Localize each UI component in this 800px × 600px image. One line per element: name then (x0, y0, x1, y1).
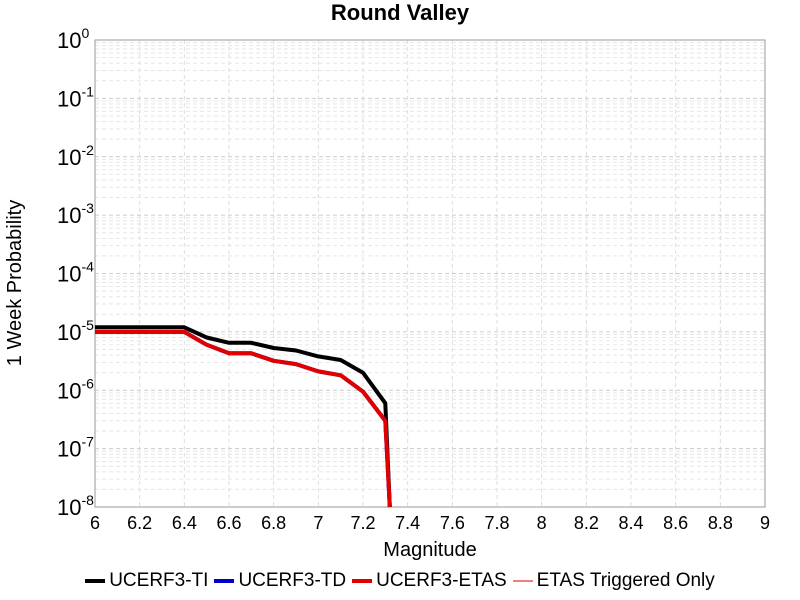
legend-label-ucerf3-td: UCERF3-TD (238, 570, 347, 591)
x-tick-label: 7 (313, 513, 323, 533)
y-tick-label: 10-3 (57, 200, 94, 228)
x-tick-label: 7.6 (440, 513, 465, 533)
legend-label-ucerf3-etas: UCERF3-ETAS (376, 570, 507, 591)
legend-item-etas-triggered: ETAS Triggered Only (512, 570, 715, 592)
series-line-ucerf3-ti (95, 325, 392, 508)
x-tick-label: 9 (760, 513, 770, 533)
legend-swatch-ucerf3-ti (85, 579, 106, 583)
legend-swatch-ucerf3-td (214, 579, 235, 583)
plot-area-frame (94, 39, 766, 508)
y-tick-label: 10-8 (57, 492, 94, 520)
x-tick-label: 8.8 (708, 513, 733, 533)
legend-item-ucerf3-etas: UCERF3-ETAS (352, 570, 507, 592)
grid-lines (95, 40, 765, 508)
y-tick-label: 10-5 (57, 317, 94, 345)
legend-item-ucerf3-ti: UCERF3-TI (85, 570, 208, 592)
chart-plot: 6 6.2 6.4 6.6 6.8 7 7.2 7.4 7.6 7.8 8 8.2 8.4 8.6 8.8 9… (4, 25, 770, 561)
x-tick-label: 8.6 (663, 513, 688, 533)
y-tick-label: 10-2 (57, 142, 94, 170)
y-axis-label: 1 Week Probability (4, 200, 26, 366)
y-tick-label: 10-7 (57, 434, 94, 462)
x-tick-label: 6.4 (172, 513, 197, 533)
x-tick-label: 7.2 (350, 513, 375, 533)
x-axis-label: Magnitude (383, 539, 476, 561)
legend-swatch-ucerf3-etas (352, 579, 373, 583)
x-tick-label: 6.2 (127, 513, 152, 533)
x-tick-label: 7.4 (395, 513, 420, 533)
legend-swatch-etas-triggered (512, 580, 533, 582)
legend-label-ucerf3-ti: UCERF3-TI (109, 570, 209, 591)
x-tick-label: 8.4 (618, 513, 643, 533)
legend-label-etas-triggered: ETAS Triggered Only (536, 570, 715, 591)
x-tick-label: 6.6 (216, 513, 241, 533)
y-tick-labels: 100 10-1 10-2 10-3 10-4 10-5 10-6 10-7 10-8 (57, 25, 94, 520)
series-line-ucerf3-etas (95, 329, 392, 508)
y-tick-label: 100 (57, 25, 89, 53)
y-tick-label: 10-4 (57, 259, 94, 287)
x-tick-labels: 6 6.2 6.4 6.6 6.8 7 7.2 7.4 7.6 7.8 8 8.2 8.4 8.6 8.8 9 (90, 513, 770, 533)
x-tick-label: 8.2 (574, 513, 599, 533)
legend-item-ucerf3-td: UCERF3-TD (214, 570, 346, 592)
x-tick-label: 6.8 (261, 513, 286, 533)
series-lines (95, 325, 392, 508)
y-tick-label: 10-6 (57, 375, 94, 403)
chart-legend: UCERF3-TI UCERF3-TD UCERF3-ETAS ETAS Tri… (0, 568, 800, 594)
chart-title: Round Valley (330, 0, 470, 25)
x-tick-label: 7.8 (484, 513, 509, 533)
x-tick-label: 6 (90, 513, 100, 533)
x-tick-label: 8 (537, 513, 547, 533)
y-tick-label: 10-1 (57, 83, 94, 111)
